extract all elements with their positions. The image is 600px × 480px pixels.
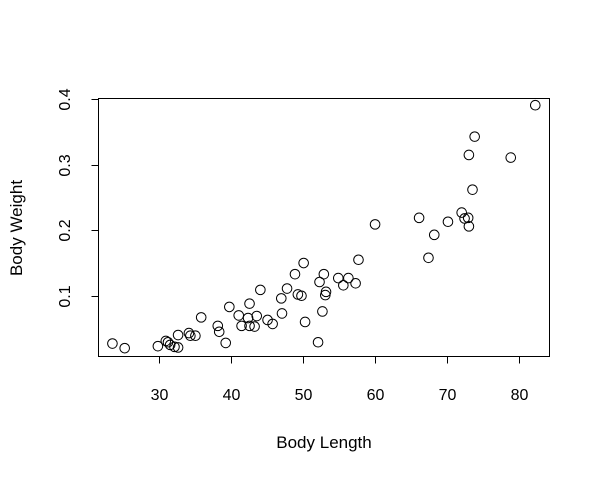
data-point <box>249 321 260 332</box>
data-point <box>462 212 474 224</box>
data-point <box>332 272 344 284</box>
y-tick-label: 0.1 <box>57 285 74 307</box>
data-point <box>224 301 235 313</box>
data-point <box>172 329 184 341</box>
data-point <box>320 286 332 298</box>
plot-frame <box>98 98 550 357</box>
y-axis-title: Body Weight <box>7 180 26 276</box>
data-point <box>236 320 247 332</box>
data-point <box>190 330 201 342</box>
data-point <box>183 327 195 339</box>
x-tick-label: 30 <box>151 387 169 404</box>
data-point <box>469 131 480 142</box>
data-point <box>267 318 278 330</box>
data-point <box>312 336 324 348</box>
data-point <box>298 257 309 269</box>
data-point <box>314 276 325 288</box>
data-point <box>220 337 232 349</box>
data-point <box>276 308 288 319</box>
data-point <box>195 312 207 323</box>
data-point <box>529 99 541 111</box>
data-point <box>299 316 311 328</box>
data-point <box>275 293 287 304</box>
data-point <box>413 212 425 224</box>
data-point <box>317 306 328 317</box>
data-point <box>350 278 361 289</box>
data-point <box>244 298 255 309</box>
data-point <box>289 268 301 280</box>
data-point <box>296 290 307 302</box>
data-points <box>107 99 541 354</box>
y-axis: 0.1 0.2 0.3 0.4 <box>57 88 99 308</box>
x-tick-label: 60 <box>367 387 385 404</box>
data-point <box>281 283 293 294</box>
data-point <box>233 310 245 321</box>
data-point <box>107 338 118 349</box>
x-tick-label: 50 <box>295 387 313 404</box>
data-point <box>152 340 164 352</box>
data-point <box>212 320 224 332</box>
data-point <box>318 268 330 280</box>
x-tick-label: 70 <box>439 387 457 404</box>
data-point <box>338 279 349 291</box>
x-tick-label: 80 <box>511 387 529 404</box>
data-point <box>463 221 475 232</box>
data-point <box>255 284 266 296</box>
data-point <box>213 326 225 338</box>
data-point <box>456 207 467 218</box>
data-point <box>442 216 454 228</box>
data-point <box>353 254 364 266</box>
data-point <box>244 320 255 332</box>
data-point <box>428 229 440 241</box>
data-point <box>459 213 470 224</box>
data-point <box>169 341 180 353</box>
x-axis: 30 40 50 60 70 80 <box>151 356 529 404</box>
data-point <box>343 272 354 284</box>
y-tick-label: 0.4 <box>57 88 74 110</box>
data-point <box>172 342 184 353</box>
y-tick-label: 0.3 <box>57 154 74 176</box>
data-point <box>505 152 517 163</box>
y-tick-label: 0.2 <box>57 219 74 241</box>
data-point <box>467 184 478 195</box>
data-point <box>463 149 475 161</box>
data-point <box>119 342 130 354</box>
data-point <box>185 330 196 342</box>
data-point <box>423 252 434 264</box>
x-axis-title: Body Length <box>276 433 371 452</box>
x-tick-label: 40 <box>223 387 241 404</box>
data-point <box>369 219 381 230</box>
data-point <box>251 310 263 322</box>
